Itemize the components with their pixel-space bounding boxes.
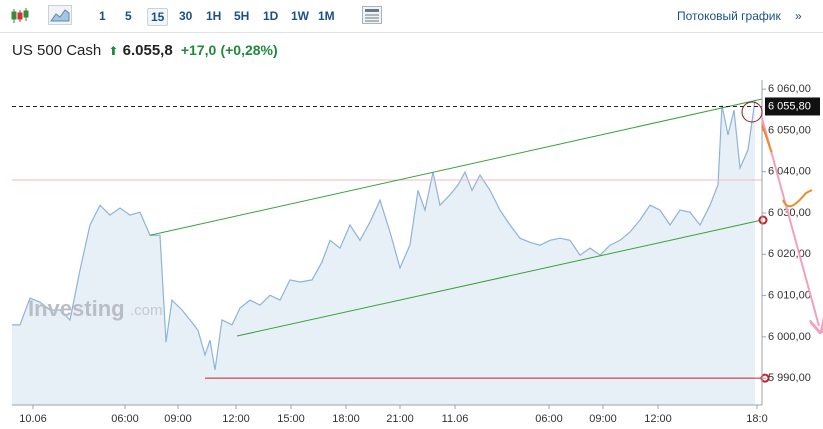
interval-button[interactable]: 1W bbox=[291, 9, 309, 23]
toolbar: 1 5 15 30 1H 5H 1D 1W 1M Потоковый график » bbox=[0, 0, 823, 33]
x-tick-label: 11.06 bbox=[442, 413, 469, 425]
interval-button[interactable]: 5 bbox=[125, 9, 132, 23]
stream-link[interactable]: Потоковый график bbox=[677, 9, 781, 23]
candle-icon[interactable] bbox=[10, 7, 30, 25]
instrument-name: US 500 Cash bbox=[12, 42, 102, 59]
plot: Investing .com 5 990,00 6 000,00 6 010,00 6 0… bbox=[12, 80, 820, 425]
x-tick-label: 10.06 bbox=[19, 413, 47, 425]
change-pct: (+0,28%) bbox=[220, 42, 278, 58]
interval-button[interactable]: 1M bbox=[318, 9, 335, 23]
watermark: Investing bbox=[28, 296, 125, 321]
change: +17,0 bbox=[180, 42, 217, 58]
area-fill bbox=[12, 100, 755, 406]
price-line bbox=[12, 100, 756, 370]
orange-drawing bbox=[761, 124, 773, 153]
y-tick-label: 5 990,00 bbox=[768, 372, 811, 384]
interval-button[interactable]: 1H bbox=[206, 9, 222, 23]
x-tick-label: 18:0 bbox=[746, 413, 767, 425]
interval-button[interactable]: 5H bbox=[234, 9, 250, 23]
y-tick-label: 6 010,00 bbox=[768, 289, 811, 301]
interval-button[interactable]: 1 bbox=[99, 9, 106, 23]
x-tick-label: 09:00 bbox=[589, 413, 617, 425]
x-tick-label: 12:00 bbox=[222, 413, 250, 425]
y-tick-label: 6 060,00 bbox=[768, 83, 811, 95]
area-icon[interactable] bbox=[48, 5, 72, 25]
y-tick-label: 6 000,00 bbox=[768, 331, 811, 343]
trendline bbox=[149, 98, 763, 236]
x-tick-label: 06:00 bbox=[535, 413, 563, 425]
interval-button[interactable]: 30 bbox=[179, 9, 193, 23]
y-tick-label: 6 040,00 bbox=[768, 166, 811, 178]
interval-button[interactable]: 15 bbox=[147, 8, 169, 26]
stream-arrow[interactable]: » bbox=[795, 9, 802, 23]
quote-header: US 500 Cash ⬆ 6.055,8 +17,0 (+0,28%) bbox=[12, 42, 278, 59]
trend-handle bbox=[758, 215, 768, 225]
price: 6.055,8 bbox=[122, 42, 173, 59]
interval-button[interactable]: 1D bbox=[263, 9, 279, 23]
x-tick-label: 21:00 bbox=[386, 413, 414, 425]
trendline bbox=[236, 219, 763, 337]
orange-drawing bbox=[782, 189, 813, 208]
arrow-drawing bbox=[761, 117, 819, 326]
x-tick-label: 06:00 bbox=[111, 413, 139, 425]
circle-drawing bbox=[741, 101, 763, 123]
up-arrow: ⬆ bbox=[108, 44, 119, 58]
y-tick-label: 6 030,00 bbox=[768, 207, 811, 219]
watermark-suffix: .com bbox=[130, 302, 163, 319]
x-tick-label: 09:00 bbox=[164, 413, 192, 425]
y-tick-label: 6 050,00 bbox=[768, 124, 811, 136]
x-tick-label: 15:00 bbox=[277, 413, 305, 425]
y-tick-label: 6 020,00 bbox=[768, 248, 811, 260]
last-price-box bbox=[765, 97, 820, 116]
table-icon[interactable] bbox=[362, 6, 382, 24]
last-price-label: 6 055,80 bbox=[768, 100, 811, 112]
x-tick-label: 12:00 bbox=[644, 413, 672, 425]
x-tick-label: 18:00 bbox=[332, 413, 360, 425]
